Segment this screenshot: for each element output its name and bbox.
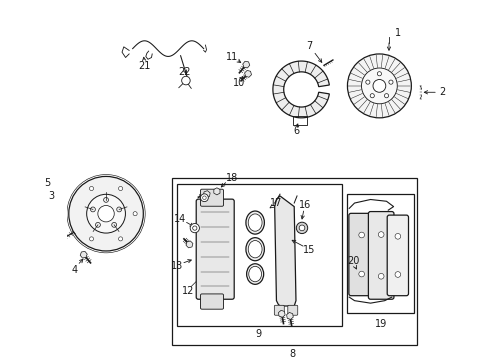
Text: 8: 8 [289, 349, 295, 359]
Circle shape [347, 54, 410, 118]
FancyBboxPatch shape [200, 189, 223, 206]
Circle shape [103, 198, 108, 202]
Text: 17: 17 [270, 198, 282, 208]
Circle shape [118, 186, 122, 190]
FancyBboxPatch shape [196, 199, 234, 299]
Bar [347, 194, 413, 313]
Polygon shape [272, 61, 329, 118]
FancyBboxPatch shape [274, 305, 284, 315]
Circle shape [378, 274, 383, 279]
Circle shape [89, 237, 93, 241]
Text: 13: 13 [171, 261, 183, 271]
Text: 20: 20 [347, 256, 359, 266]
Text: 18: 18 [225, 173, 238, 183]
Text: 7: 7 [305, 41, 312, 51]
Circle shape [388, 80, 392, 84]
Text: 22: 22 [178, 67, 190, 77]
Text: 6: 6 [292, 126, 299, 136]
Circle shape [95, 222, 100, 227]
Circle shape [111, 222, 116, 227]
Ellipse shape [245, 238, 264, 261]
Circle shape [202, 196, 206, 199]
Circle shape [98, 206, 114, 222]
Text: 1: 1 [394, 28, 400, 38]
FancyBboxPatch shape [386, 215, 407, 296]
Circle shape [358, 271, 364, 277]
Text: 3: 3 [48, 191, 54, 201]
Circle shape [90, 207, 95, 212]
Text: 16: 16 [299, 200, 311, 210]
Circle shape [365, 80, 369, 84]
Ellipse shape [248, 240, 262, 258]
FancyBboxPatch shape [200, 294, 223, 309]
Circle shape [299, 225, 304, 231]
Text: 4: 4 [72, 265, 78, 275]
FancyBboxPatch shape [348, 213, 374, 296]
Text: 2: 2 [438, 87, 445, 97]
Text: 10: 10 [232, 78, 244, 88]
Circle shape [372, 80, 385, 92]
Ellipse shape [248, 266, 261, 282]
Circle shape [89, 186, 93, 190]
Circle shape [361, 68, 396, 104]
Text: 19: 19 [374, 319, 386, 329]
Text: 15: 15 [302, 245, 315, 255]
Circle shape [378, 232, 383, 237]
FancyBboxPatch shape [367, 212, 393, 299]
Circle shape [394, 234, 400, 239]
Ellipse shape [245, 211, 264, 234]
Circle shape [117, 207, 122, 212]
Circle shape [182, 76, 190, 85]
Circle shape [190, 224, 199, 233]
Circle shape [200, 194, 208, 202]
Text: 12: 12 [181, 286, 193, 296]
Ellipse shape [248, 214, 262, 231]
Circle shape [69, 176, 143, 251]
Circle shape [118, 237, 122, 241]
Circle shape [192, 226, 197, 230]
Circle shape [86, 194, 125, 233]
Circle shape [296, 222, 307, 234]
Ellipse shape [246, 264, 263, 284]
Circle shape [133, 212, 137, 216]
Text: 5: 5 [44, 177, 50, 188]
Circle shape [384, 94, 388, 98]
Circle shape [377, 72, 381, 76]
Circle shape [394, 272, 400, 277]
FancyBboxPatch shape [287, 305, 297, 315]
Text: 11: 11 [225, 52, 238, 62]
Text: 9: 9 [255, 329, 261, 339]
Bar [171, 178, 416, 345]
Text: 14: 14 [173, 214, 185, 224]
Text: 21: 21 [138, 61, 150, 71]
Polygon shape [274, 196, 295, 306]
Bar [177, 184, 342, 325]
Circle shape [369, 94, 374, 98]
Circle shape [358, 232, 364, 238]
